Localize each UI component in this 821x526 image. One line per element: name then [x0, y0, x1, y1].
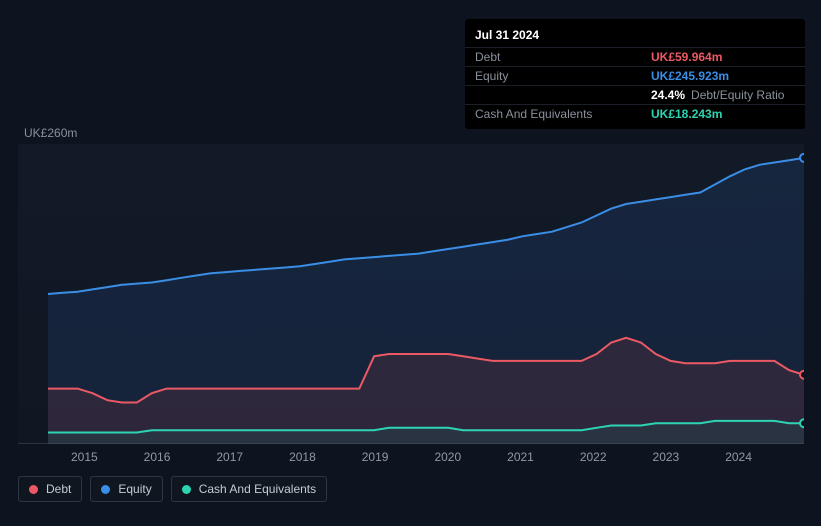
x-tick-label: 2023 [653, 450, 680, 464]
tooltip-label: Equity [475, 69, 651, 83]
chart-plot-area[interactable] [18, 144, 804, 444]
tooltip-row-cash: Cash And Equivalents UK£18.243m [465, 104, 805, 123]
x-tick-label: 2019 [362, 450, 389, 464]
legend-label: Debt [46, 482, 71, 496]
legend-item-debt[interactable]: Debt [18, 476, 82, 502]
x-tick-label: 2024 [725, 450, 752, 464]
tooltip-date: Jul 31 2024 [465, 25, 805, 47]
tooltip-value: UK£59.964m [651, 50, 722, 64]
legend-label: Equity [118, 482, 151, 496]
legend: Debt Equity Cash And Equivalents [18, 476, 804, 502]
tooltip-label [475, 88, 651, 102]
x-axis: 2015 2016 2017 2018 2019 2020 2021 2022 2023 2024 [18, 444, 804, 466]
chart: UK£260m UK£0 201520162017201820192020202… [18, 126, 804, 502]
tooltip-row-ratio: 24.4% Debt/Equity Ratio [465, 85, 805, 104]
legend-item-cash[interactable]: Cash And Equivalents [171, 476, 327, 502]
legend-swatch [29, 485, 38, 494]
legend-label: Cash And Equivalents [199, 482, 316, 496]
tooltip-value: UK£245.923m [651, 69, 729, 83]
ratio-label: Debt/Equity Ratio [691, 88, 784, 102]
x-tick-label: 2015 [71, 450, 98, 464]
x-tick-label: 2022 [580, 450, 607, 464]
legend-swatch [101, 485, 110, 494]
tooltip-value: UK£18.243m [651, 107, 722, 121]
tooltip-label: Debt [475, 50, 651, 64]
legend-item-equity[interactable]: Equity [90, 476, 162, 502]
x-tick-label: 2016 [144, 450, 171, 464]
tooltip-row-equity: Equity UK£245.923m [465, 66, 805, 85]
chart-svg [18, 144, 804, 444]
x-tick-label: 2020 [434, 450, 461, 464]
ratio-percent: 24.4% [651, 88, 685, 102]
x-tick-label: 2021 [507, 450, 534, 464]
tooltip-row-debt: Debt UK£59.964m [465, 47, 805, 66]
tooltip-label: Cash And Equivalents [475, 107, 651, 121]
x-tick-label: 2017 [216, 450, 243, 464]
legend-swatch [182, 485, 191, 494]
x-tick-label: 2018 [289, 450, 316, 464]
tooltip-panel: Jul 31 2024 Debt UK£59.964m Equity UK£24… [465, 19, 805, 129]
